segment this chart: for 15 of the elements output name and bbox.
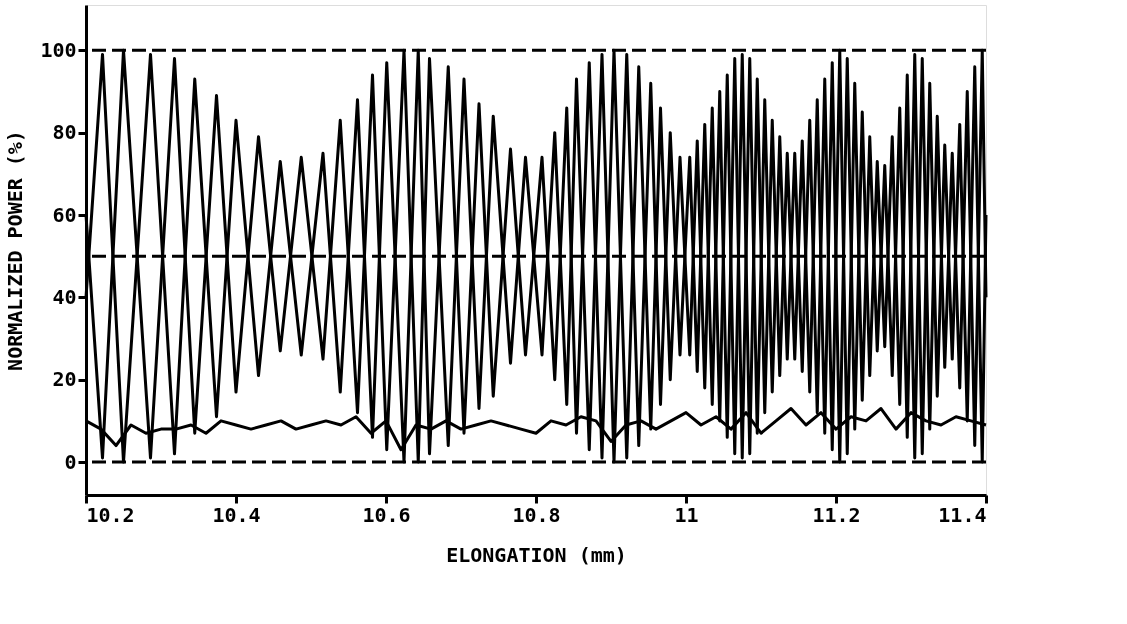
x-tick-label: 10.4 — [212, 502, 261, 527]
y-axis-title: NORMALIZED POWER (%) — [3, 130, 28, 371]
y-tick-label: 100 — [40, 37, 77, 62]
y-tick-label: 60 — [52, 202, 77, 227]
x-tick-label: 10.8 — [512, 502, 561, 527]
x-tick-label: 11 — [674, 502, 699, 527]
y-tick-label: 80 — [52, 120, 77, 145]
y-tick-label: 20 — [52, 367, 77, 392]
x-tick-label: 11.4 — [938, 502, 987, 527]
y-tick-label: 40 — [52, 284, 77, 309]
x-axis-title: ELONGATION (mm) — [446, 542, 627, 567]
x-tick-label: 10.2 — [86, 502, 135, 527]
x-tick-label: 10.6 — [362, 502, 411, 527]
x-tick-label: 11.2 — [812, 502, 861, 527]
y-tick-label: 0 — [64, 449, 77, 474]
